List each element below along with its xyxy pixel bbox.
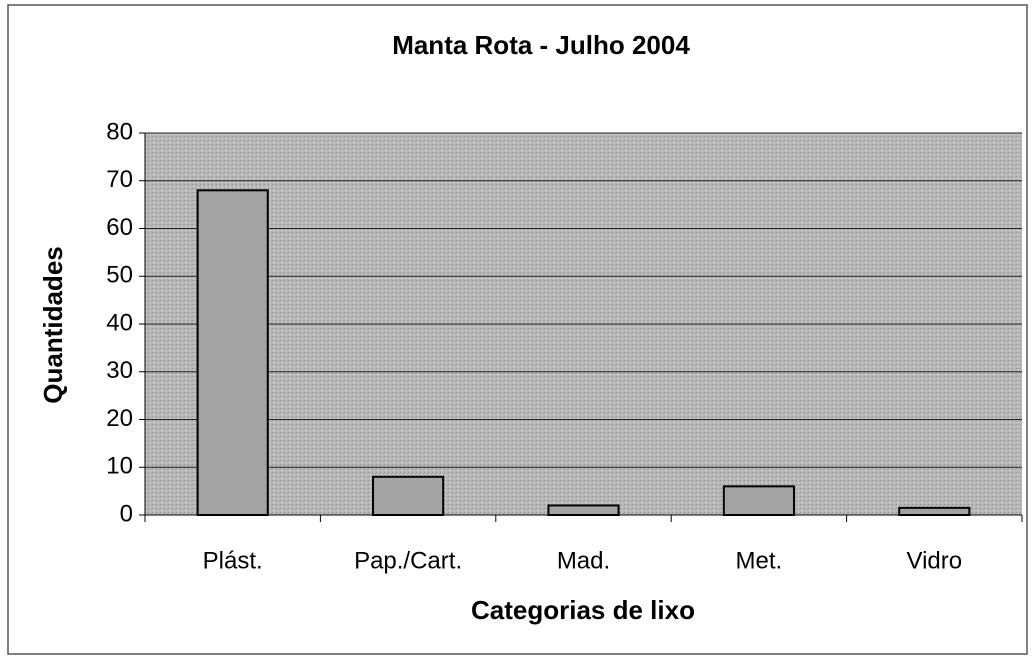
x-axis-title: Categorias de lixo: [471, 595, 695, 625]
y-tick-label: 10: [106, 453, 133, 480]
y-tick-label: 60: [106, 214, 133, 241]
x-tick-label: Mad.: [557, 547, 610, 574]
y-tick-label: 70: [106, 166, 133, 193]
y-tick-label: 40: [106, 309, 133, 336]
y-tick-label: 0: [120, 500, 133, 527]
y-tick-label: 30: [106, 357, 133, 384]
bar: [372, 475, 445, 516]
x-tick-label: Plást.: [203, 547, 263, 574]
bar: [547, 504, 620, 517]
bar: [898, 506, 971, 516]
x-tick-label: Met.: [736, 547, 783, 574]
y-tick-label: 50: [106, 262, 133, 289]
y-axis-title: Quantidades: [38, 246, 68, 403]
chart-title: Manta Rota - Julho 2004: [392, 30, 690, 60]
x-tick-label: Vidro: [907, 547, 963, 574]
x-tick-label: Pap./Cart.: [354, 547, 462, 574]
bar: [196, 189, 269, 517]
bar: [722, 485, 795, 517]
y-tick-label: 80: [106, 118, 133, 145]
y-tick-label: 20: [106, 405, 133, 432]
